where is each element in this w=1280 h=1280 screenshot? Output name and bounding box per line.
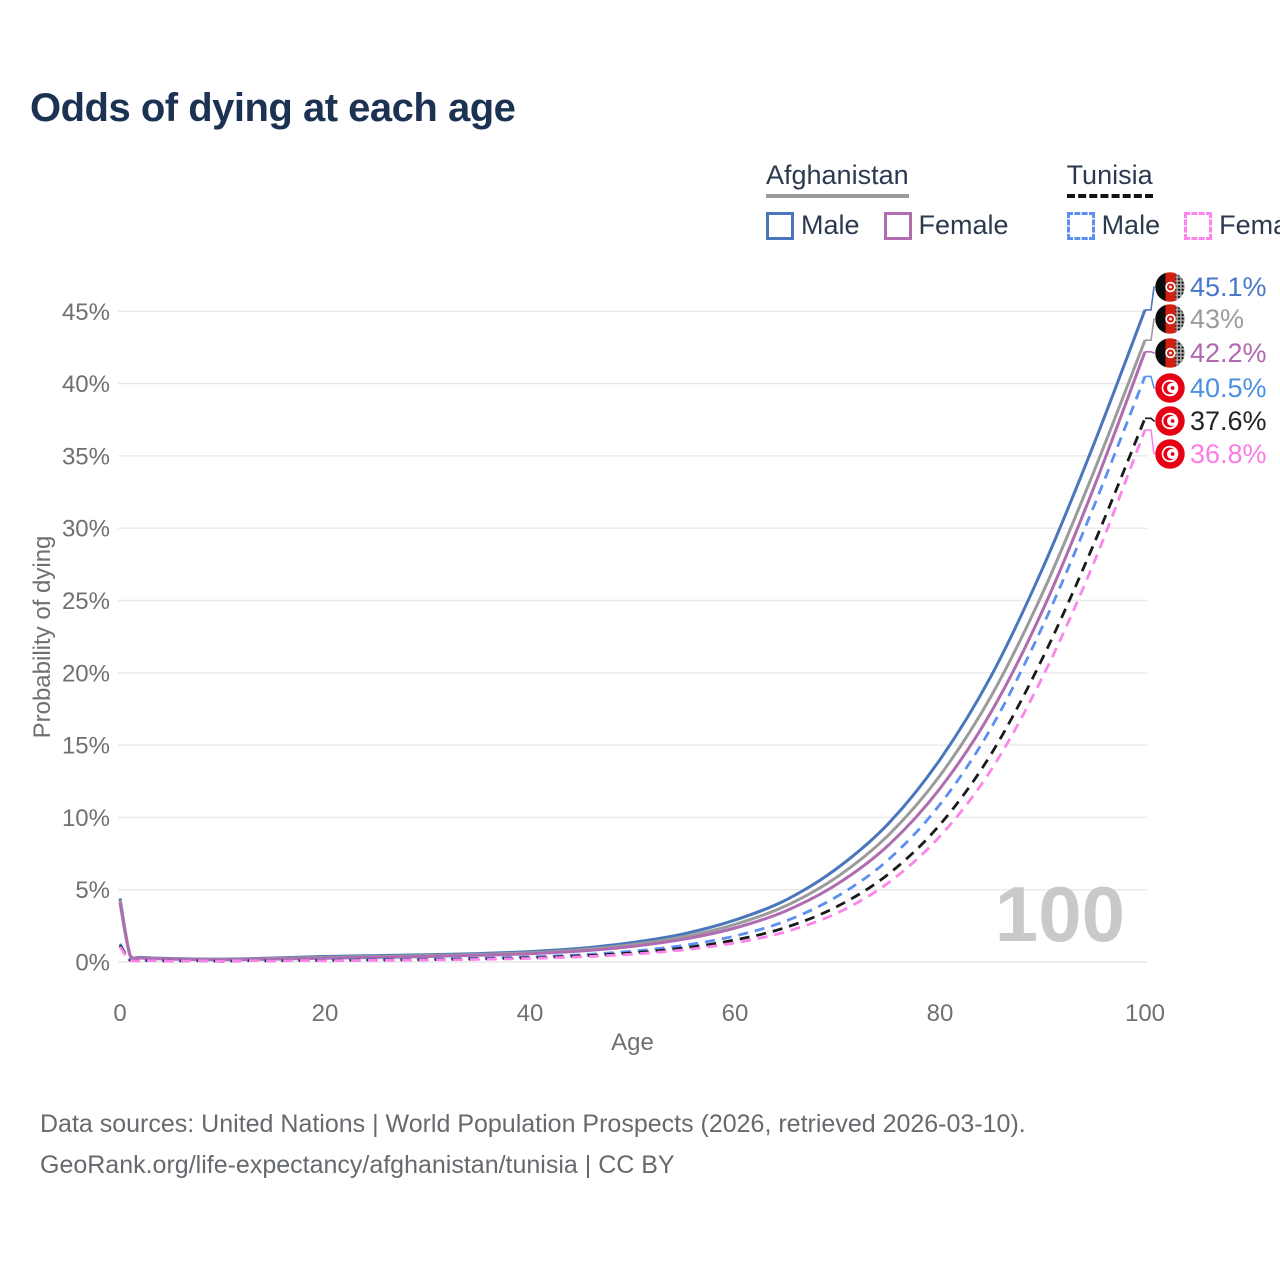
afghanistan-flag-icon <box>1154 303 1186 335</box>
data-source-footer: Data sources: United Nations | World Pop… <box>40 1104 1026 1186</box>
series-line-tunisia-both-sexes[interactable] <box>118 417 1147 963</box>
legend-item-afghanistan-male[interactable]: Male <box>766 210 860 241</box>
svg-text:15%: 15% <box>62 733 110 760</box>
end-value-label-afghanistan-female: 42.2% <box>1190 338 1267 368</box>
svg-text:20: 20 <box>312 1000 339 1027</box>
legend-item-tunisia-male[interactable]: Male <box>1066 210 1160 241</box>
svg-text:40%: 40% <box>62 371 110 398</box>
afghanistan-flag-icon <box>1154 271 1186 303</box>
svg-text:25%: 25% <box>62 588 110 615</box>
svg-text:80: 80 <box>927 1000 954 1027</box>
tunisia-flag-icon <box>1154 405 1186 437</box>
end-value-label-afghanistan-male: 45.1% <box>1190 272 1267 302</box>
end-value-label-tunisia-both-sexes: 37.6% <box>1190 406 1267 436</box>
y-axis-title: Probability of dying <box>29 536 56 739</box>
legend-group-afghanistan: Afghanistan Male Female <box>766 160 1009 241</box>
tunisia-flag-icon <box>1154 372 1186 404</box>
svg-text:30%: 30% <box>62 516 110 543</box>
legend-item-afghanistan-female[interactable]: Female <box>883 210 1009 241</box>
legend-group-title-afghanistan: Afghanistan <box>766 160 909 198</box>
series-line-tunisia-male[interactable] <box>118 375 1147 963</box>
gridlines <box>118 310 1147 963</box>
series-line-afghanistan-female[interactable] <box>118 351 1147 962</box>
tunisia-flag-icon <box>1154 438 1186 470</box>
footer-line-1: Data sources: United Nations | World Pop… <box>40 1110 1026 1138</box>
end-value-label-afghanistan-both-sexes: 43% <box>1190 304 1244 334</box>
svg-text:40: 40 <box>517 1000 544 1027</box>
svg-text:45%: 45% <box>62 299 110 326</box>
footer-line-2: GeoRank.org/life-expectancy/afghanistan/… <box>40 1151 675 1179</box>
label-connector <box>1145 375 1155 389</box>
x-axis-title: Age <box>611 1029 654 1056</box>
line-style-swatch[interactable] <box>1066 211 1095 240</box>
label-connector <box>1145 318 1155 342</box>
series-lines <box>118 309 1147 963</box>
svg-text:0%: 0% <box>75 950 110 977</box>
legend-group-title-tunisia: Tunisia <box>1066 160 1153 198</box>
series-line-afghanistan-male[interactable] <box>118 309 1147 961</box>
series-line-tunisia-female[interactable] <box>118 429 1147 963</box>
svg-text:0: 0 <box>113 1000 126 1027</box>
svg-text:20%: 20% <box>62 660 110 687</box>
end-value-label-tunisia-female: 36.8% <box>1190 439 1267 469</box>
line-style-swatch[interactable] <box>883 211 912 240</box>
line-style-swatch[interactable] <box>1184 211 1213 240</box>
svg-text:35%: 35% <box>62 443 110 470</box>
svg-text:100: 100 <box>1125 1000 1165 1027</box>
age-watermark: 100 <box>995 870 1125 958</box>
label-connector <box>1145 286 1155 311</box>
svg-text:10%: 10% <box>62 805 110 832</box>
y-axis-tick-labels: 0% 5% 10% 15% 20% 25% 30% 35% 40% 45% <box>62 299 110 977</box>
label-connector <box>1145 417 1155 422</box>
label-connector <box>1145 350 1155 354</box>
end-value-label-tunisia-male: 40.5% <box>1190 373 1267 403</box>
x-axis-tick-labels: 0 20 40 60 80 100 <box>113 1000 1165 1027</box>
legend-item-tunisia-female[interactable]: Female <box>1184 210 1280 241</box>
svg-text:60: 60 <box>722 1000 749 1027</box>
svg-text:5%: 5% <box>75 877 110 904</box>
chart-legend: Afghanistan Male Female Tunisia Male Fem… <box>766 160 1280 241</box>
legend-group-tunisia: Tunisia Male Female <box>1066 160 1280 241</box>
afghanistan-flag-icon <box>1154 337 1186 369</box>
label-connector <box>1145 429 1155 455</box>
series-line-afghanistan-both-sexes[interactable] <box>118 339 1147 961</box>
line-style-swatch[interactable] <box>766 211 794 240</box>
page-title: Odds of dying at each age <box>30 86 516 130</box>
series-end-labels: 45.1%43% 42.2% 40.5%37.6%36.8% <box>1145 271 1267 470</box>
